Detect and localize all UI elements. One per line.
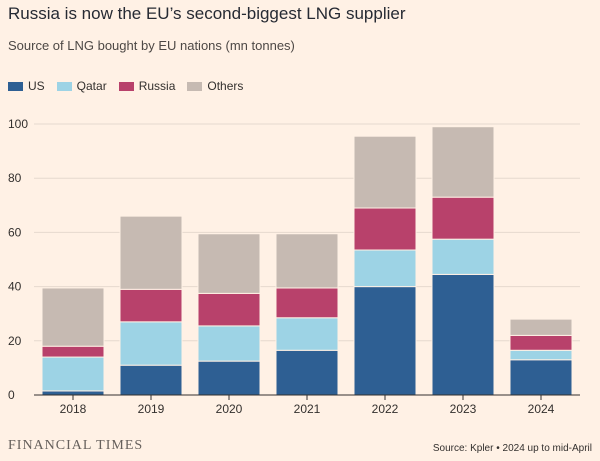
- bar-2023-others: [431, 126, 495, 198]
- bar-2020-russia: [197, 292, 261, 327]
- legend-swatch-qatar: [56, 81, 72, 91]
- bar-2023-qatar: [431, 238, 495, 275]
- x-tick-label-2021: 2021: [294, 402, 321, 416]
- legend-item-qatar: Qatar: [56, 79, 107, 93]
- x-tick-label-2018: 2018: [60, 402, 87, 416]
- bar-2024-us: [509, 359, 573, 396]
- bar-2023-russia: [431, 196, 495, 240]
- bar-2019-russia: [119, 288, 183, 323]
- source-note: Source: Kpler • 2024 up to mid-April: [432, 443, 592, 454]
- legend-item-us: US: [8, 79, 45, 93]
- bar-2021-others: [275, 233, 339, 289]
- y-tick-label-20: 20: [8, 334, 22, 348]
- x-tick-label-2019: 2019: [138, 402, 165, 416]
- x-tick-label-2024: 2024: [528, 402, 555, 416]
- bar-2022-qatar: [353, 249, 417, 288]
- y-tick-label-80: 80: [8, 171, 22, 185]
- x-tick-label-2022: 2022: [372, 402, 399, 416]
- legend-swatch-russia: [118, 81, 134, 91]
- bar-2022-russia: [353, 207, 417, 251]
- chart-title: Russia is now the EU’s second-biggest LN…: [8, 4, 406, 23]
- y-tick-label-100: 100: [8, 117, 28, 131]
- bar-2023-us: [431, 273, 495, 396]
- chart-subtitle: Source of LNG bought by EU nations (mn t…: [8, 38, 295, 53]
- legend-swatch-us: [8, 81, 23, 91]
- bar-2024-others: [509, 318, 573, 336]
- bar-2020-us: [197, 360, 261, 396]
- bar-2022-others: [353, 135, 417, 209]
- bar-2018-others: [41, 287, 105, 347]
- legend-item-russia: Russia: [118, 79, 176, 93]
- bar-2019-others: [119, 215, 183, 290]
- legend-label-russia: Russia: [138, 79, 176, 93]
- bar-2018-russia: [41, 345, 105, 358]
- bar-2022-us: [353, 286, 417, 396]
- bar-2020-qatar: [197, 325, 261, 362]
- bar-2021-russia: [275, 287, 339, 319]
- bar-2019-qatar: [119, 321, 183, 366]
- y-tick-label-60: 60: [8, 225, 22, 239]
- y-tick-label-0: 0: [8, 388, 15, 402]
- y-tick-label-40: 40: [8, 280, 22, 294]
- bar-2021-qatar: [275, 317, 339, 351]
- legend: US Qatar Russia Others: [8, 79, 255, 93]
- bar-2019-us: [119, 364, 183, 396]
- legend-label-qatar: Qatar: [76, 79, 107, 93]
- x-tick-label-2023: 2023: [450, 402, 477, 416]
- legend-swatch-others: [187, 81, 203, 91]
- bar-2024-qatar: [509, 349, 573, 361]
- bar-2024-russia: [509, 334, 573, 351]
- legend-label-us: US: [28, 79, 45, 93]
- ft-brand-logo: FINANCIAL TIMES: [8, 438, 144, 453]
- bar-2018-qatar: [41, 356, 105, 392]
- bar-2020-others: [197, 233, 261, 294]
- bar-2018-us: [41, 390, 105, 396]
- bar-2021-us: [275, 349, 339, 396]
- legend-item-others: Others: [187, 79, 243, 93]
- x-tick-label-2020: 2020: [216, 402, 243, 416]
- legend-label-others: Others: [207, 79, 244, 93]
